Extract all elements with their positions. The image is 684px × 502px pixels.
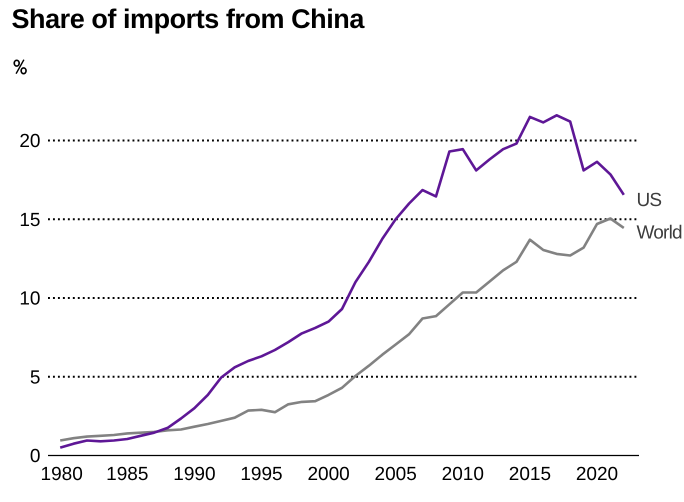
svg-text:10: 10	[19, 289, 40, 310]
svg-text:20: 20	[19, 131, 40, 152]
svg-text:2005: 2005	[375, 464, 417, 485]
svg-text:2015: 2015	[509, 464, 551, 485]
svg-text:1995: 1995	[240, 464, 282, 485]
svg-text:1985: 1985	[106, 464, 148, 485]
svg-text:15: 15	[19, 210, 40, 231]
svg-text:2010: 2010	[442, 464, 484, 485]
svg-text:1980: 1980	[41, 464, 83, 485]
svg-text:1990: 1990	[173, 464, 215, 485]
svg-text:0: 0	[30, 446, 41, 467]
svg-text:World: World	[637, 222, 683, 243]
svg-text:5: 5	[30, 367, 41, 388]
svg-text:2000: 2000	[307, 464, 349, 485]
svg-text:US: US	[637, 190, 662, 211]
svg-text:2020: 2020	[576, 464, 618, 485]
svg-text:Share of imports from China: Share of imports from China	[12, 4, 366, 34]
